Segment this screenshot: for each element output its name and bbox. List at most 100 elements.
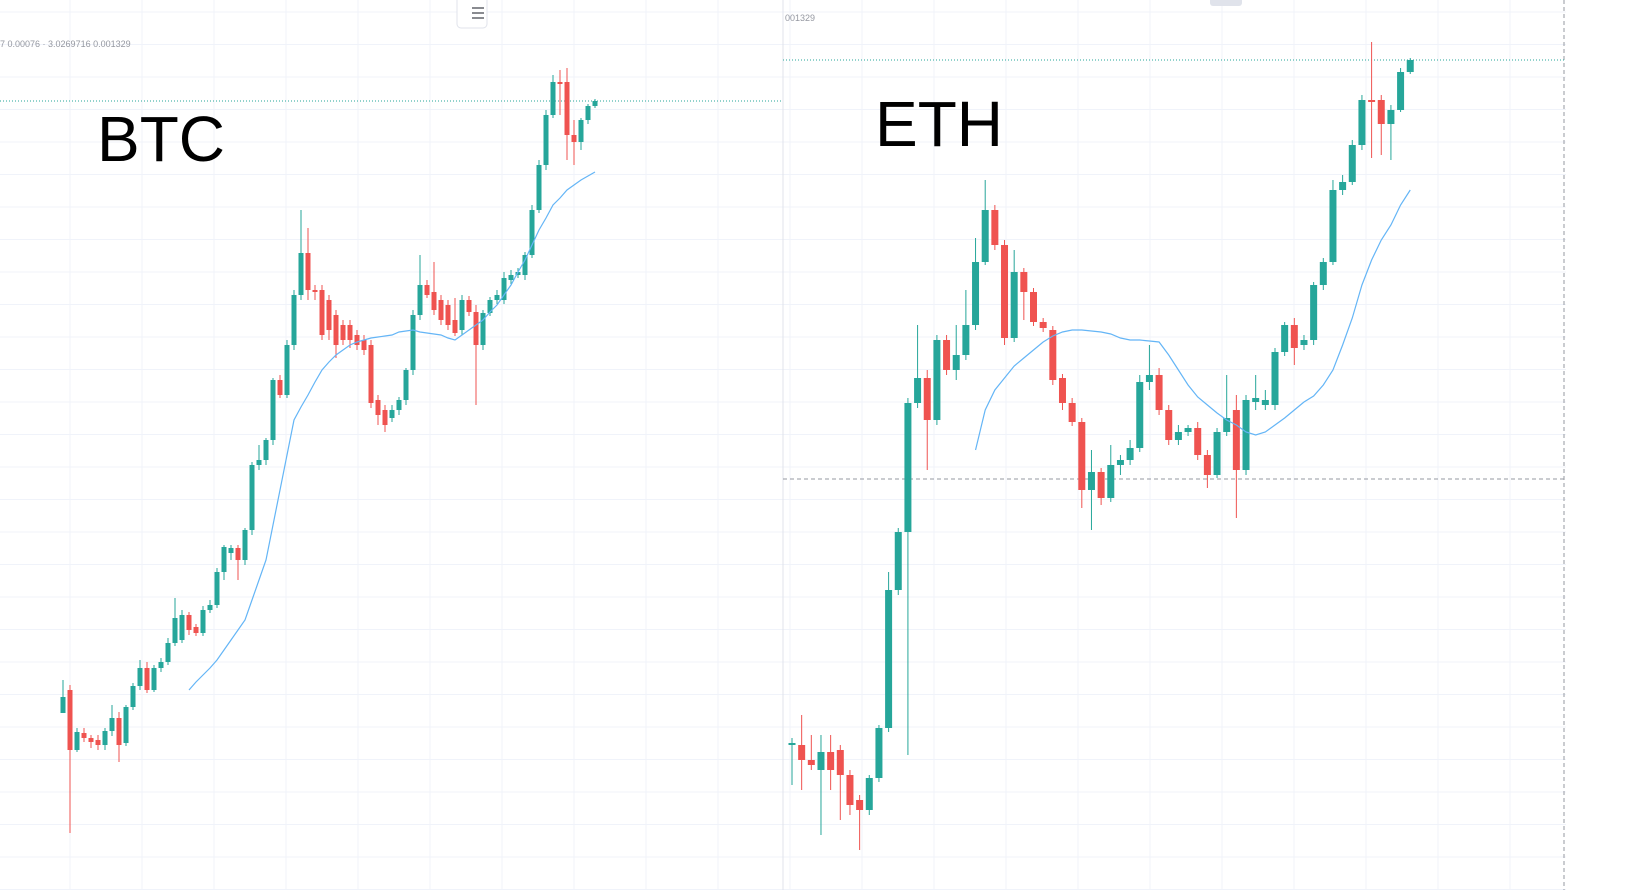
legend-header: 7 0.00076 · 3.0269716 0.001329 bbox=[0, 39, 131, 49]
candle-body bbox=[228, 548, 234, 553]
candle-body bbox=[923, 378, 931, 420]
candle-body bbox=[494, 295, 500, 300]
candle-body bbox=[1058, 378, 1066, 403]
candle-body bbox=[536, 165, 542, 210]
candle-body bbox=[1290, 325, 1298, 348]
candle-body bbox=[179, 615, 185, 640]
candle-body bbox=[571, 135, 577, 142]
candle-body bbox=[270, 380, 276, 440]
candle-body bbox=[375, 400, 381, 415]
candle-body bbox=[856, 800, 864, 810]
candle-body bbox=[592, 101, 598, 106]
candle-body bbox=[410, 315, 416, 370]
candle-body bbox=[557, 82, 563, 84]
moving-average-line bbox=[188, 171, 596, 691]
candle-body bbox=[1397, 72, 1405, 110]
candle-body bbox=[123, 707, 129, 743]
toolbar-stub[interactable] bbox=[1210, 0, 1242, 6]
candle-body bbox=[109, 718, 115, 731]
candle-body bbox=[1039, 322, 1047, 328]
candle-body bbox=[1030, 292, 1037, 322]
candlestick-panel bbox=[783, 42, 1566, 850]
candle-body bbox=[389, 410, 395, 418]
candle-body bbox=[914, 378, 922, 403]
candle-body bbox=[543, 115, 549, 165]
candle-body bbox=[151, 668, 157, 690]
candle-body bbox=[130, 686, 136, 707]
candle-body bbox=[207, 605, 213, 610]
candle-body bbox=[1377, 100, 1385, 124]
candle-body bbox=[1348, 145, 1356, 182]
candle-body bbox=[291, 295, 297, 345]
candle-body bbox=[1194, 428, 1202, 455]
candle-body bbox=[333, 315, 339, 345]
candle-body bbox=[403, 370, 409, 400]
candle-body bbox=[1358, 100, 1366, 145]
candle-body bbox=[1300, 340, 1308, 345]
candle-body bbox=[417, 285, 423, 315]
candle-body bbox=[1116, 460, 1124, 465]
candle-body bbox=[480, 313, 486, 345]
candle-body bbox=[1319, 262, 1327, 285]
candle-body bbox=[235, 548, 241, 560]
candle-body bbox=[263, 440, 269, 460]
candle-body bbox=[214, 572, 220, 605]
candle-body bbox=[452, 320, 458, 333]
plots bbox=[0, 42, 1566, 850]
candle-body bbox=[312, 290, 318, 292]
candle-body bbox=[1203, 455, 1211, 475]
candle-body bbox=[382, 410, 388, 425]
candle-body bbox=[88, 738, 94, 742]
candle-body bbox=[466, 300, 472, 312]
toolbar-button[interactable] bbox=[456, 0, 488, 29]
candle-body bbox=[361, 340, 367, 350]
candle-body bbox=[836, 750, 844, 775]
candle-body bbox=[354, 335, 360, 345]
candle-body bbox=[298, 253, 304, 295]
candle-body bbox=[1271, 352, 1279, 405]
candle-body bbox=[981, 210, 989, 262]
candle-body bbox=[144, 668, 150, 690]
candle-body bbox=[438, 300, 444, 320]
candle-body bbox=[1174, 432, 1182, 440]
candle-body bbox=[305, 253, 311, 290]
candle-body bbox=[578, 120, 584, 142]
candle-body bbox=[256, 460, 262, 465]
candle-body bbox=[424, 285, 430, 295]
candle-body bbox=[1232, 410, 1240, 470]
candle-body bbox=[459, 300, 465, 330]
candle-body bbox=[875, 728, 883, 778]
candle-body bbox=[1165, 410, 1173, 440]
candle-body bbox=[1339, 182, 1347, 190]
candle-body bbox=[368, 345, 374, 403]
candle-body bbox=[962, 325, 970, 355]
candle-body bbox=[396, 400, 402, 410]
candle-body bbox=[550, 82, 556, 115]
candle-body bbox=[1242, 400, 1250, 470]
candle-body bbox=[508, 275, 514, 280]
candle-body bbox=[487, 300, 493, 313]
candle-body bbox=[1126, 448, 1134, 460]
candle-body bbox=[1406, 60, 1414, 72]
candle-body bbox=[904, 403, 912, 532]
candle-body bbox=[1145, 375, 1153, 382]
candle-body bbox=[116, 718, 122, 745]
legend-header: 001329 bbox=[785, 13, 815, 23]
candle-body bbox=[1310, 285, 1318, 340]
candle-body bbox=[1213, 432, 1221, 475]
candle-body bbox=[186, 615, 192, 630]
candle-body bbox=[846, 775, 854, 805]
candle-body bbox=[1261, 400, 1269, 405]
candle-body bbox=[1252, 398, 1260, 402]
candle-body bbox=[1010, 272, 1018, 338]
candle-body bbox=[1184, 428, 1192, 432]
candle-body bbox=[473, 312, 479, 345]
chart-title: ETH bbox=[875, 88, 1003, 160]
candle-body bbox=[445, 305, 451, 325]
chart-title: BTC bbox=[97, 103, 225, 175]
candle-body bbox=[1387, 110, 1395, 124]
candle-body bbox=[1020, 272, 1028, 292]
moving-average-line bbox=[974, 189, 1411, 451]
candle-body bbox=[894, 532, 902, 590]
